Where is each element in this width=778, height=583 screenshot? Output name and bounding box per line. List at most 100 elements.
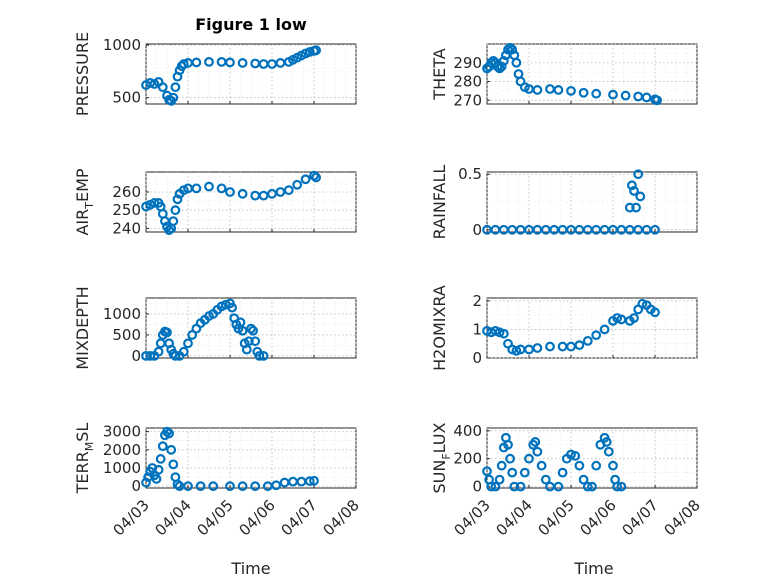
data-point [532, 446, 543, 457]
y-axis-label: MIXDEPTH [73, 286, 92, 369]
data-point [540, 474, 551, 485]
x-tick-label: 04/08 [661, 496, 704, 539]
data-point [530, 437, 541, 447]
data-point [225, 57, 235, 68]
data-point [492, 61, 503, 72]
y-tick-label: 1000 [103, 305, 141, 323]
plot-area [486, 297, 698, 359]
data-point [195, 481, 206, 492]
data-point [603, 446, 614, 457]
data-point [258, 351, 269, 361]
data-point [246, 323, 256, 334]
data-point [243, 336, 254, 347]
data-point [574, 460, 585, 471]
data-point [532, 343, 543, 353]
data-point [570, 451, 581, 461]
data-point [309, 475, 319, 486]
data-point [292, 179, 303, 190]
data-point [241, 344, 252, 355]
data-point [566, 85, 576, 96]
data-point [216, 183, 227, 194]
data-point [237, 188, 248, 199]
data-point [582, 335, 593, 346]
x-tick-label: 04/04 [152, 496, 195, 539]
y-tick-label: 2 [472, 292, 482, 310]
data-point [275, 187, 286, 197]
data-point [620, 90, 631, 101]
data-point [170, 82, 181, 93]
data-point [204, 56, 214, 67]
data-point [300, 174, 311, 185]
data-point [505, 42, 516, 53]
data-point [170, 205, 181, 216]
y-tick-label: 0 [472, 349, 482, 367]
data-point [311, 172, 322, 183]
data-point [267, 188, 277, 199]
subplot-6: 0 1 2 H2OMIXRA [430, 285, 698, 371]
data-point [587, 481, 597, 492]
data-point [641, 92, 652, 103]
data-point [254, 351, 265, 361]
data-point [629, 313, 639, 323]
data-point [553, 85, 564, 95]
data-point [237, 325, 248, 336]
data-point [494, 474, 505, 485]
y-tick-label: 500 [112, 89, 141, 107]
y-tick-label: 0.5 [458, 165, 482, 183]
data-point [524, 453, 534, 464]
data-point [574, 340, 585, 351]
data-point [250, 481, 261, 492]
y-tick-label: 290 [453, 54, 482, 72]
y-axis-label: H2OMIXRA [430, 285, 449, 371]
data-point [507, 44, 518, 55]
y-tick-label: 500 [112, 326, 141, 344]
data-point [141, 477, 151, 488]
data-point [208, 481, 219, 492]
data-point [204, 181, 214, 192]
data-point [545, 341, 555, 352]
data-point [498, 55, 509, 66]
data-point [503, 44, 513, 55]
y-axis-label: PRESSURE [73, 32, 92, 116]
y-tick-label: 1000 [103, 36, 141, 54]
data-point [496, 460, 507, 471]
data-point [494, 63, 505, 74]
x-tick-label: 04/06 [236, 496, 279, 539]
y-tick-label: 0 [472, 221, 482, 239]
y-tick-label: 240 [112, 219, 141, 237]
data-point [237, 481, 248, 492]
data-point [591, 460, 602, 471]
y-tick-label: 400 [453, 422, 482, 440]
data-point [490, 481, 501, 492]
data-point [162, 327, 172, 338]
y-tick-label: 280 [453, 73, 482, 91]
data-point [553, 481, 564, 492]
x-tick-label: 04/05 [194, 496, 237, 539]
data-point [168, 216, 179, 226]
data-point [650, 224, 660, 235]
y-tick-label: 0 [472, 478, 482, 496]
data-point [155, 454, 166, 464]
y-tick-label: 0 [131, 477, 141, 495]
data-point [237, 58, 248, 68]
data-point [608, 89, 618, 100]
data-point [145, 351, 156, 361]
data-point [250, 336, 261, 347]
data-point [496, 61, 507, 72]
data-point [153, 464, 164, 475]
data-point [650, 307, 660, 318]
x-tick-label: 04/04 [493, 496, 536, 539]
data-point [557, 467, 568, 478]
data-point [178, 59, 189, 69]
data-point [629, 185, 639, 196]
subplot-1: 500 1000 PRESSURE [73, 32, 357, 116]
data-point [151, 474, 162, 484]
data-point [591, 330, 602, 341]
data-point [225, 481, 235, 492]
data-point [591, 88, 602, 99]
y-tick-label: 0 [131, 347, 141, 365]
data-point [519, 467, 530, 478]
x-tick-label: 04/05 [535, 496, 578, 539]
data-point [482, 466, 492, 477]
